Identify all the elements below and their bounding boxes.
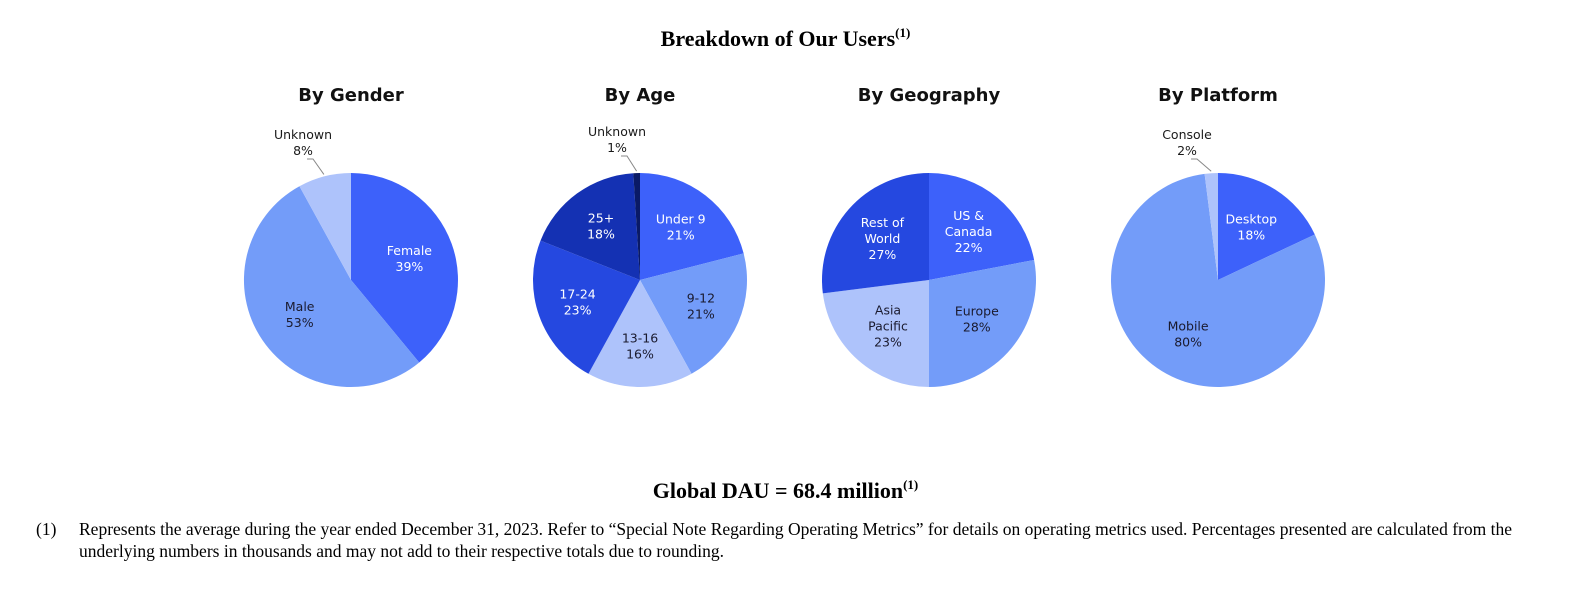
page-title: Breakdown of Our Users(1) (0, 26, 1571, 52)
slice-label-line: 8% (293, 143, 313, 158)
chart-title-by-platform: By Platform (1158, 85, 1278, 106)
slice-by-platform-desktop (1218, 173, 1315, 280)
slice-label-line: Desktop (1226, 212, 1278, 227)
slice-by-age-17-24 (532, 240, 640, 374)
slice-by-age-9-12 (640, 253, 748, 374)
slice-label-line: Pacific (868, 319, 908, 334)
global-dau-text: Global DAU = 68.4 million (652, 478, 904, 503)
slice-by-geography-us-canada (929, 173, 1035, 280)
slice-label-line: Mobile (1168, 318, 1209, 333)
slice-label-line: 18% (1237, 228, 1265, 243)
slice-label-line: 21% (687, 306, 715, 321)
slice-label-line: 22% (955, 240, 983, 255)
global-dau: Global DAU = 68.4 million(1) (0, 478, 1571, 504)
global-dau-note: (1) (903, 477, 919, 492)
leader-line-by-age (621, 155, 638, 172)
footnote-text: Represents the average during the year e… (79, 519, 1512, 561)
slice-label-line: Unknown (274, 127, 332, 142)
slice-label-by-age-under-9: Under 921% (656, 212, 706, 243)
chart-title-by-age: By Age (605, 85, 676, 106)
slice-label-line: 39% (396, 259, 424, 274)
slice-by-geography-europe (929, 259, 1036, 387)
slice-by-gender-female (351, 173, 458, 363)
slice-label-line: 21% (667, 228, 695, 243)
slice-by-age-unknown (633, 173, 640, 280)
slice-label-line: Unknown (588, 124, 646, 139)
slice-by-platform-console (1204, 172, 1218, 280)
slice-label-line: 53% (286, 315, 314, 330)
slice-by-age-under-9 (640, 173, 744, 280)
chart-title-by-gender: By Gender (298, 85, 404, 106)
slice-by-gender-male (243, 186, 420, 388)
leader-line-by-platform (1191, 158, 1212, 172)
slice-by-geography-asia-pacific (822, 280, 929, 387)
slice-label-line: 17-24 (559, 287, 595, 302)
slice-label-by-age-25: 25+18% (587, 210, 615, 241)
slice-label-line: 23% (564, 303, 592, 318)
slice-label-line: 1% (607, 140, 627, 155)
slice-label-line: Asia (875, 303, 901, 318)
slice-label-line: 18% (587, 226, 615, 241)
page-title-note: (1) (895, 25, 911, 40)
slice-by-geography-rest-of-world (821, 172, 929, 294)
slice-label-line: 80% (1174, 334, 1202, 349)
slice-label-line: Europe (955, 304, 999, 319)
slice-label-line: Male (285, 299, 315, 314)
slice-label-line: US & (953, 208, 984, 223)
slice-label-line: 16% (626, 346, 654, 361)
slice-label-line: 27% (869, 247, 897, 262)
slice-label-line: 28% (963, 320, 991, 335)
slice-label-line: Console (1162, 127, 1212, 142)
slice-label-line: Canada (945, 224, 993, 239)
slice-label-line: 13-16 (622, 330, 658, 345)
slice-by-age-13-16 (588, 280, 692, 387)
slice-label-line: Rest of (861, 215, 905, 230)
chart-title-by-geography: By Geography (858, 85, 1001, 106)
slice-by-gender-unknown (299, 173, 351, 280)
slice-by-age-25 (540, 173, 640, 280)
footnote-mark: (1) (36, 519, 57, 539)
slice-by-platform-mobile (1111, 173, 1326, 387)
slice-label-line: World (864, 231, 900, 246)
footnote: (1) Represents the average during the ye… (36, 518, 1551, 562)
slice-label-line: Female (387, 243, 433, 258)
page-title-text: Breakdown of Our Users (660, 26, 896, 51)
slice-label-line: 25+ (588, 210, 614, 225)
slice-label-line: 23% (874, 335, 902, 350)
slice-label-line: 2% (1177, 143, 1197, 158)
slice-label-line: 9-12 (687, 290, 715, 305)
slice-label-line: Under 9 (656, 212, 706, 227)
leader-line-by-gender (307, 158, 325, 175)
